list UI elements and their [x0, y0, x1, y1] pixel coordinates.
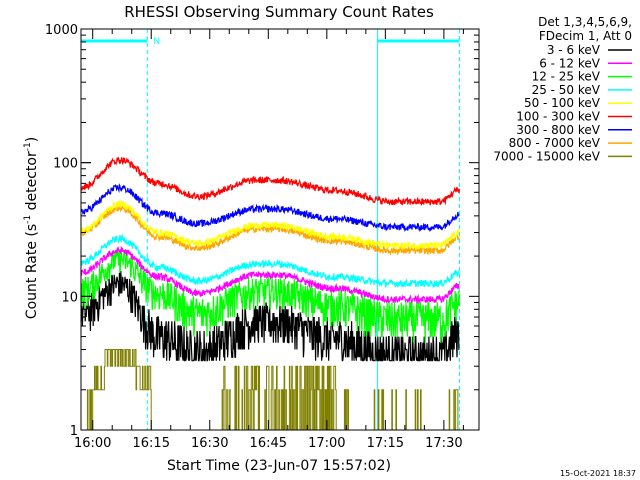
x-tick-label: 16:45 [250, 436, 287, 451]
series-3-6-kev-line [80, 270, 460, 362]
series-50-100-kev-line [80, 199, 460, 252]
series-800-7000-kev-line [80, 204, 460, 256]
data-area: N [80, 29, 460, 431]
y-tick-label: 10 [61, 290, 78, 305]
y-tick-label: 1000 [45, 23, 78, 38]
legend-label: 3 - 6 keV [547, 43, 601, 57]
x-tick-label: 17:30 [425, 436, 462, 451]
x-tick-label: 17:15 [367, 436, 404, 451]
x-tick-label: 16:15 [133, 436, 170, 451]
legend-label: 50 - 100 keV [524, 96, 601, 110]
x-tick-label: 17:00 [308, 436, 345, 451]
x-axis-label: Start Time (23-Jun-07 15:57:02) [167, 458, 391, 474]
y-axis-label-start: Count Rate (s [24, 224, 40, 319]
x-tick-label: 16:30 [191, 436, 228, 451]
legend-label: 800 - 7000 keV [509, 136, 601, 150]
series-25-50-kev-line [80, 233, 460, 289]
y-axis-label-end: ) [24, 137, 40, 142]
timestamp: 15-Oct-2021 18:37 [560, 469, 636, 478]
legend-label: 300 - 800 keV [516, 123, 600, 137]
chart-title: RHESSI Observing Summary Count Rates [124, 3, 434, 21]
legend-label: 25 - 50 keV [532, 83, 601, 97]
plot-frame [80, 28, 480, 431]
legend-label: 100 - 300 keV [516, 110, 600, 124]
night-flag-label: N [153, 37, 160, 47]
series-300-800-kev-line [80, 182, 460, 233]
y-tick-label: 1 [70, 424, 78, 439]
x-tick-label: 16:00 [74, 436, 111, 451]
legend-header-line-1: Det 1,3,4,5,6,9, [538, 15, 632, 29]
y-tick-label: 100 [53, 157, 78, 172]
series-12-25-kev-line [80, 249, 460, 343]
y-axis-label-exp1: -1 [23, 215, 33, 224]
series-6-12-kev-line [80, 246, 460, 305]
axes: 1 10 100 1000 16:00 16:15 16:30 16:45 17:00 17:15… [45, 23, 480, 451]
legend-header-line-2: FDecim 1, Att 0 [539, 29, 632, 43]
legend-label: 7000 - 15000 keV [493, 149, 600, 163]
series-100-300-kev-line [80, 156, 460, 207]
legend-label: 12 - 25 keV [532, 70, 601, 84]
legend-label: 6 - 12 keV [539, 56, 601, 70]
y-axis-label-middle: detector [24, 151, 40, 215]
y-axis-label: Count Rate (s-1 detector-1) [23, 137, 40, 319]
y-axis-label-exp2: -1 [23, 142, 33, 151]
